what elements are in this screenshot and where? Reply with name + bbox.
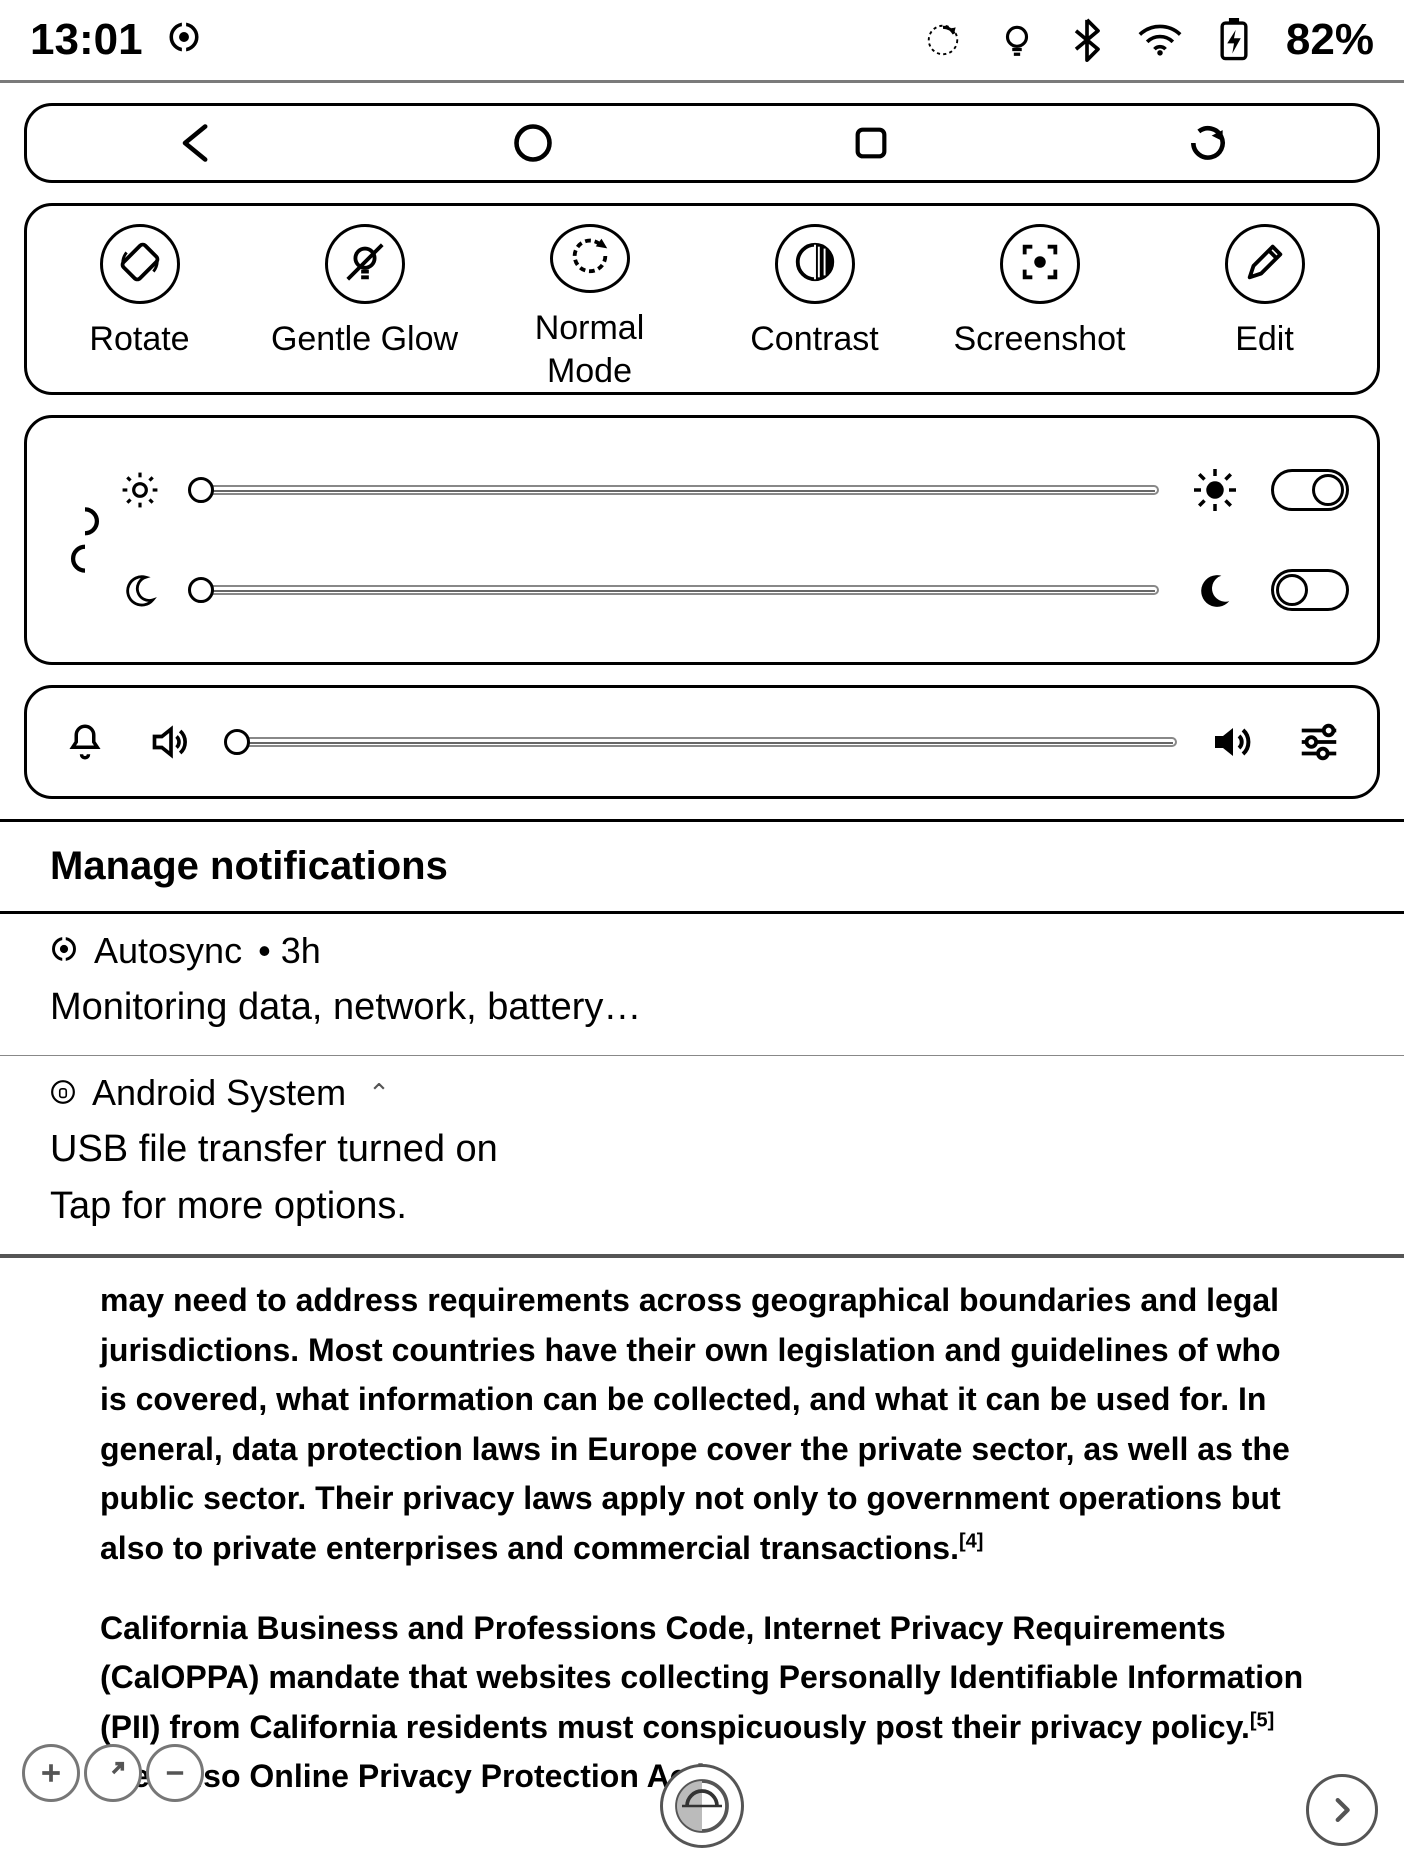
qs-rotate[interactable]: Rotate xyxy=(27,224,252,392)
warmth-toggle[interactable] xyxy=(1271,569,1349,611)
sync-icon xyxy=(167,15,201,65)
refresh-mode-icon xyxy=(567,233,613,284)
notif-app: Autosync xyxy=(94,930,242,972)
screenshot-icon xyxy=(1017,239,1063,290)
qs-label: Rotate xyxy=(89,318,189,361)
notif-text: Tap for more options. xyxy=(50,1185,1354,1228)
qs-gentle-glow[interactable]: Gentle Glow xyxy=(252,224,477,392)
qs-label: Gentle Glow xyxy=(271,318,458,361)
notif-text: USB file transfer turned on xyxy=(50,1128,1354,1171)
android-icon xyxy=(50,1072,76,1114)
notif-text: Monitoring data, network, battery… xyxy=(50,986,1354,1029)
bulb-icon xyxy=(998,21,1036,59)
refresh-status-icon xyxy=(924,21,962,59)
qs-label: Edit xyxy=(1235,318,1294,361)
collapse-icon[interactable]: ⌃ xyxy=(368,1078,390,1109)
rotate-icon xyxy=(117,239,163,290)
zoom-in-button[interactable] xyxy=(22,1744,80,1802)
notification-item[interactable]: Autosync 3h Monitoring data, network, ba… xyxy=(0,914,1404,1055)
clock: 13:01 xyxy=(30,15,143,65)
notification-item[interactable]: Android System ⌃ USB file transfer turne… xyxy=(0,1055,1404,1254)
bell-icon[interactable] xyxy=(55,721,115,763)
quick-settings: Rotate Gentle Glow Normal Mode Contrast … xyxy=(24,203,1380,395)
float-buttons xyxy=(22,1744,204,1802)
bluetooth-icon xyxy=(1072,18,1102,62)
bulb-off-icon xyxy=(342,239,388,290)
manage-notifications-header[interactable]: Manage notifications xyxy=(0,822,1404,911)
battery-icon xyxy=(1218,18,1250,62)
article-content: may need to address requirements across … xyxy=(0,1258,1404,1802)
volume-panel xyxy=(24,685,1380,799)
qs-contrast[interactable]: Contrast xyxy=(702,224,927,392)
moon-filled-icon xyxy=(1185,571,1245,609)
back-button[interactable] xyxy=(27,106,365,180)
moon-outline-icon xyxy=(115,573,165,607)
notif-app: Android System xyxy=(92,1072,346,1114)
volume-settings-icon[interactable] xyxy=(1289,719,1349,765)
sun-filled-icon xyxy=(1185,469,1245,511)
warmth-slider[interactable] xyxy=(191,583,1159,597)
notif-age: 3h xyxy=(258,930,321,972)
recents-button[interactable] xyxy=(702,106,1040,180)
battery-pct: 82% xyxy=(1286,15,1374,65)
next-page-button[interactable] xyxy=(1306,1774,1378,1846)
light-sliders xyxy=(24,415,1380,665)
expand-button[interactable] xyxy=(84,1744,142,1802)
volume-slider[interactable] xyxy=(227,735,1177,749)
link-sliders-icon[interactable] xyxy=(55,440,115,640)
sync-icon xyxy=(50,930,78,972)
pencil-icon xyxy=(1242,239,1288,290)
qs-label: Normal Mode xyxy=(535,307,645,392)
status-bar: 13:01 82% xyxy=(0,0,1404,80)
volume-high-icon xyxy=(1203,718,1263,766)
qs-edit[interactable]: Edit xyxy=(1152,224,1377,392)
nav-bar xyxy=(24,103,1380,183)
refresh-button[interactable] xyxy=(1040,106,1378,180)
home-button[interactable] xyxy=(365,106,703,180)
qs-label: Contrast xyxy=(750,318,879,361)
zoom-out-button[interactable] xyxy=(146,1744,204,1802)
wifi-icon xyxy=(1138,23,1182,57)
brightness-slider[interactable] xyxy=(191,483,1159,497)
contrast-icon xyxy=(792,239,838,290)
reader-mode-badge[interactable] xyxy=(660,1764,744,1848)
qs-screenshot[interactable]: Screenshot xyxy=(927,224,1152,392)
volume-low-icon xyxy=(141,720,201,764)
brightness-toggle[interactable] xyxy=(1271,469,1349,511)
sun-outline-icon xyxy=(115,471,165,509)
qs-refresh-mode[interactable]: Normal Mode xyxy=(477,224,702,392)
qs-label: Screenshot xyxy=(954,318,1126,361)
